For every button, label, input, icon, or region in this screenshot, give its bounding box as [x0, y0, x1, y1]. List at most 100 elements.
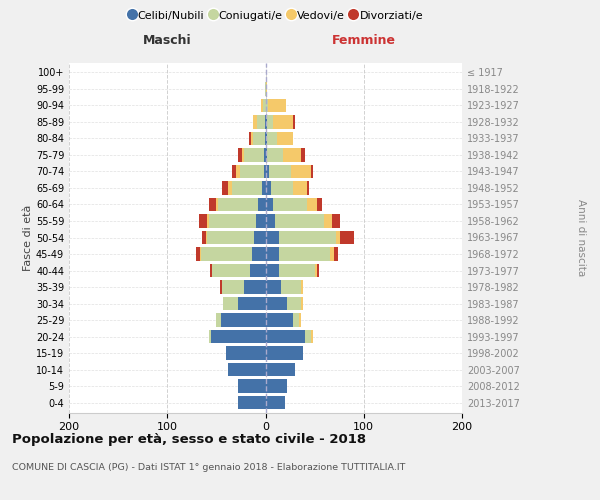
Bar — [265, 66, 266, 79]
Bar — [250, 264, 265, 277]
Bar — [253, 132, 265, 145]
Bar — [212, 264, 250, 277]
Bar — [253, 116, 257, 128]
Bar — [275, 214, 325, 228]
Bar — [325, 214, 332, 228]
Bar — [265, 264, 279, 277]
Bar — [220, 280, 222, 293]
Bar — [307, 198, 317, 211]
Bar — [265, 297, 287, 310]
Bar — [256, 214, 265, 228]
Bar — [242, 148, 244, 162]
Bar — [206, 231, 254, 244]
Bar — [291, 165, 311, 178]
Bar — [336, 231, 340, 244]
Bar — [262, 182, 265, 194]
Bar — [263, 165, 265, 178]
Bar — [331, 248, 334, 260]
Bar — [265, 363, 295, 376]
Bar — [260, 99, 263, 112]
Bar — [218, 198, 257, 211]
Bar — [311, 330, 313, 343]
Bar — [281, 280, 301, 293]
Bar — [244, 148, 263, 162]
Bar — [263, 99, 265, 112]
Bar — [202, 231, 206, 244]
Bar — [238, 297, 265, 310]
Bar — [268, 132, 277, 145]
Bar — [301, 280, 303, 293]
Bar — [265, 82, 268, 96]
Bar — [317, 264, 319, 277]
Bar — [334, 248, 338, 260]
Bar — [232, 182, 262, 194]
Bar — [211, 264, 212, 277]
Bar — [305, 330, 311, 343]
Bar — [279, 264, 314, 277]
Bar — [301, 148, 305, 162]
Bar — [287, 297, 301, 310]
Bar — [265, 148, 268, 162]
Bar — [265, 116, 268, 128]
Bar — [222, 280, 244, 293]
Bar — [200, 248, 252, 260]
Bar — [222, 182, 228, 194]
Bar — [209, 198, 217, 211]
Bar — [279, 248, 331, 260]
Bar — [206, 214, 209, 228]
Bar — [301, 297, 303, 310]
Bar — [265, 280, 281, 293]
Bar — [265, 231, 279, 244]
Legend: Celibi/Nubili, Coniugati/e, Vedovi/e, Divorziati/e: Celibi/Nubili, Coniugati/e, Vedovi/e, Di… — [124, 6, 428, 25]
Bar — [232, 165, 236, 178]
Y-axis label: Anni di nascita: Anni di nascita — [577, 199, 586, 276]
Bar — [307, 182, 309, 194]
Bar — [254, 231, 265, 244]
Bar — [257, 198, 265, 211]
Bar — [271, 182, 293, 194]
Bar — [238, 380, 265, 392]
Bar — [265, 248, 279, 260]
Bar — [265, 214, 275, 228]
Bar — [293, 314, 299, 326]
Bar — [209, 214, 256, 228]
Bar — [283, 148, 301, 162]
Bar — [299, 314, 301, 326]
Text: Popolazione per età, sesso e stato civile - 2018: Popolazione per età, sesso e stato civil… — [12, 432, 366, 446]
Bar — [265, 380, 287, 392]
Bar — [240, 165, 263, 178]
Bar — [217, 314, 221, 326]
Bar — [317, 198, 322, 211]
Bar — [252, 248, 265, 260]
Text: COMUNE DI CASCIA (PG) - Dati ISTAT 1° gennaio 2018 - Elaborazione TUTTITALIA.IT: COMUNE DI CASCIA (PG) - Dati ISTAT 1° ge… — [12, 462, 406, 471]
Bar — [268, 116, 274, 128]
Bar — [311, 165, 313, 178]
Bar — [226, 346, 265, 360]
Bar — [265, 346, 303, 360]
Text: Femmine: Femmine — [332, 34, 396, 46]
Bar — [251, 132, 253, 145]
Text: Maschi: Maschi — [143, 34, 191, 46]
Bar — [228, 182, 232, 194]
Bar — [268, 148, 283, 162]
Bar — [268, 99, 286, 112]
Bar — [269, 165, 291, 178]
Bar — [249, 132, 251, 145]
Bar — [238, 148, 242, 162]
Bar — [265, 132, 268, 145]
Bar — [265, 330, 305, 343]
Bar — [314, 264, 317, 277]
Bar — [244, 280, 265, 293]
Bar — [263, 148, 265, 162]
Bar — [265, 165, 269, 178]
Bar — [217, 198, 218, 211]
Bar — [223, 297, 238, 310]
Bar — [265, 314, 293, 326]
Bar — [274, 116, 293, 128]
Bar — [332, 214, 340, 228]
Bar — [266, 99, 268, 112]
Bar — [277, 132, 293, 145]
Bar — [236, 165, 240, 178]
Bar — [211, 330, 265, 343]
Bar — [279, 231, 336, 244]
